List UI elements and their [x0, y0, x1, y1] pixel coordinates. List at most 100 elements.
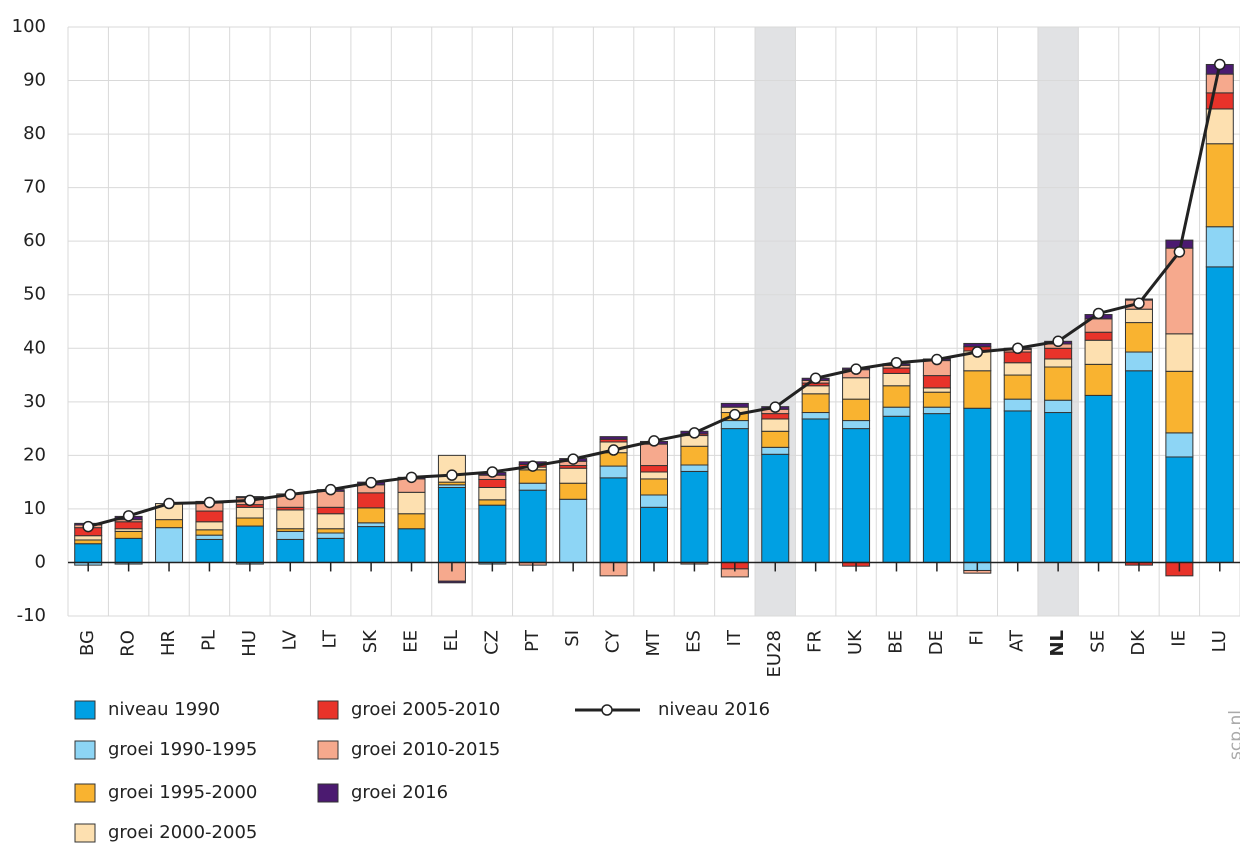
bar-segment	[761, 453, 790, 563]
bar-segment	[195, 534, 224, 540]
bar-segment	[761, 413, 790, 420]
bar-segment	[478, 499, 507, 506]
bar-segment	[1044, 347, 1073, 360]
line-point	[527, 460, 539, 472]
bar-segment	[963, 370, 992, 409]
line-point	[122, 510, 135, 522]
y-tick-label: 30	[23, 391, 46, 412]
legend-label: niveau 2016	[658, 699, 770, 720]
bar-segment	[235, 517, 264, 527]
bar-segment	[963, 342, 992, 348]
bar-segment	[842, 428, 871, 563]
bar-segment	[1165, 333, 1194, 372]
bar-segment	[1003, 374, 1032, 400]
bar-segment	[599, 465, 628, 479]
bar-segment	[559, 482, 588, 500]
bar-segment	[720, 402, 749, 408]
bar-segment	[316, 532, 345, 539]
x-tick-label: LU	[1209, 630, 1230, 652]
line-point	[1011, 342, 1024, 355]
bar-segment	[114, 521, 143, 530]
bar-segment	[1044, 366, 1073, 401]
bar-segment	[922, 406, 951, 415]
legend-swatch	[74, 823, 96, 843]
bar-segment	[1084, 331, 1113, 341]
bar-segment	[559, 467, 588, 484]
x-tick-label: LV	[279, 629, 300, 650]
line-point	[607, 444, 620, 456]
legend-swatch	[317, 783, 339, 803]
bar-segment	[801, 385, 830, 395]
line-point	[446, 469, 458, 481]
bar-segment	[357, 522, 386, 528]
y-tick-label: 100	[12, 16, 46, 37]
x-tick-label: PL	[198, 630, 219, 651]
legend-swatch	[317, 700, 339, 720]
bar-segment	[1003, 398, 1032, 412]
x-tick-label: UK	[845, 629, 866, 655]
bar-segment	[801, 418, 830, 563]
bar-segment	[1124, 322, 1153, 353]
bar-segment	[1165, 370, 1194, 434]
legend-label: groei 2005-2010	[351, 699, 500, 720]
y-tick-label: 70	[23, 177, 46, 198]
x-tick-label: AT	[1007, 629, 1028, 652]
bar-segment	[922, 375, 951, 389]
bar-segment	[195, 538, 224, 563]
bar-segment	[397, 513, 426, 530]
bar-segment	[680, 445, 709, 466]
legend-label: groei 1990-1995	[108, 739, 257, 760]
line-point	[1133, 297, 1145, 310]
bar-segment	[1084, 363, 1113, 396]
legend-label: groei 2016	[351, 782, 448, 803]
bar-segment	[1124, 370, 1153, 563]
bar-segment	[518, 489, 547, 563]
line-point	[567, 453, 579, 465]
line-point	[486, 466, 499, 478]
bar-segment	[842, 398, 871, 422]
line-point	[971, 346, 984, 358]
bar-segment	[680, 470, 709, 563]
bar-segment	[195, 521, 224, 531]
line-point	[284, 488, 297, 501]
x-tick-label: RO	[118, 630, 139, 657]
legend-swatch	[74, 740, 96, 760]
bar-segment	[761, 446, 790, 455]
x-tick-label: IE	[1168, 630, 1189, 647]
bar-segment	[1205, 266, 1234, 563]
bar-segment	[599, 477, 628, 563]
bar-segment	[1003, 362, 1032, 376]
legend-label: groei 2000-2005	[108, 822, 257, 843]
x-tick-label: NL	[1047, 630, 1068, 657]
y-tick-label: 80	[23, 123, 46, 144]
bar-segment	[155, 527, 184, 563]
line-point	[850, 363, 862, 375]
bar-segment	[842, 377, 871, 400]
x-tick-label: HU	[239, 630, 260, 657]
y-tick-label: 10	[23, 498, 46, 519]
bar-segment	[922, 413, 951, 563]
bar-segment	[1205, 226, 1234, 268]
bar-segment	[882, 367, 911, 374]
line-point	[405, 471, 418, 484]
x-tick-label: MT	[643, 629, 664, 657]
bar-segment	[235, 525, 264, 563]
bar-segment	[1124, 308, 1153, 324]
bar-segment	[316, 537, 345, 563]
x-tick-label: ES	[683, 630, 704, 653]
line-point	[244, 494, 256, 507]
bar-segment	[1044, 412, 1073, 563]
bar-segment	[1165, 247, 1194, 335]
x-tick-label: DE	[926, 630, 947, 655]
line-point	[1173, 246, 1186, 258]
bar-segment	[155, 519, 184, 529]
bar-segment	[518, 469, 547, 484]
bar-segment	[437, 486, 466, 563]
x-tick-label: LT	[320, 629, 341, 649]
bar-segment	[720, 428, 749, 563]
bar-segment	[235, 506, 264, 519]
bar-segment	[599, 436, 628, 440]
bar-segment	[640, 494, 668, 508]
x-tick-label: EU28	[764, 630, 785, 677]
